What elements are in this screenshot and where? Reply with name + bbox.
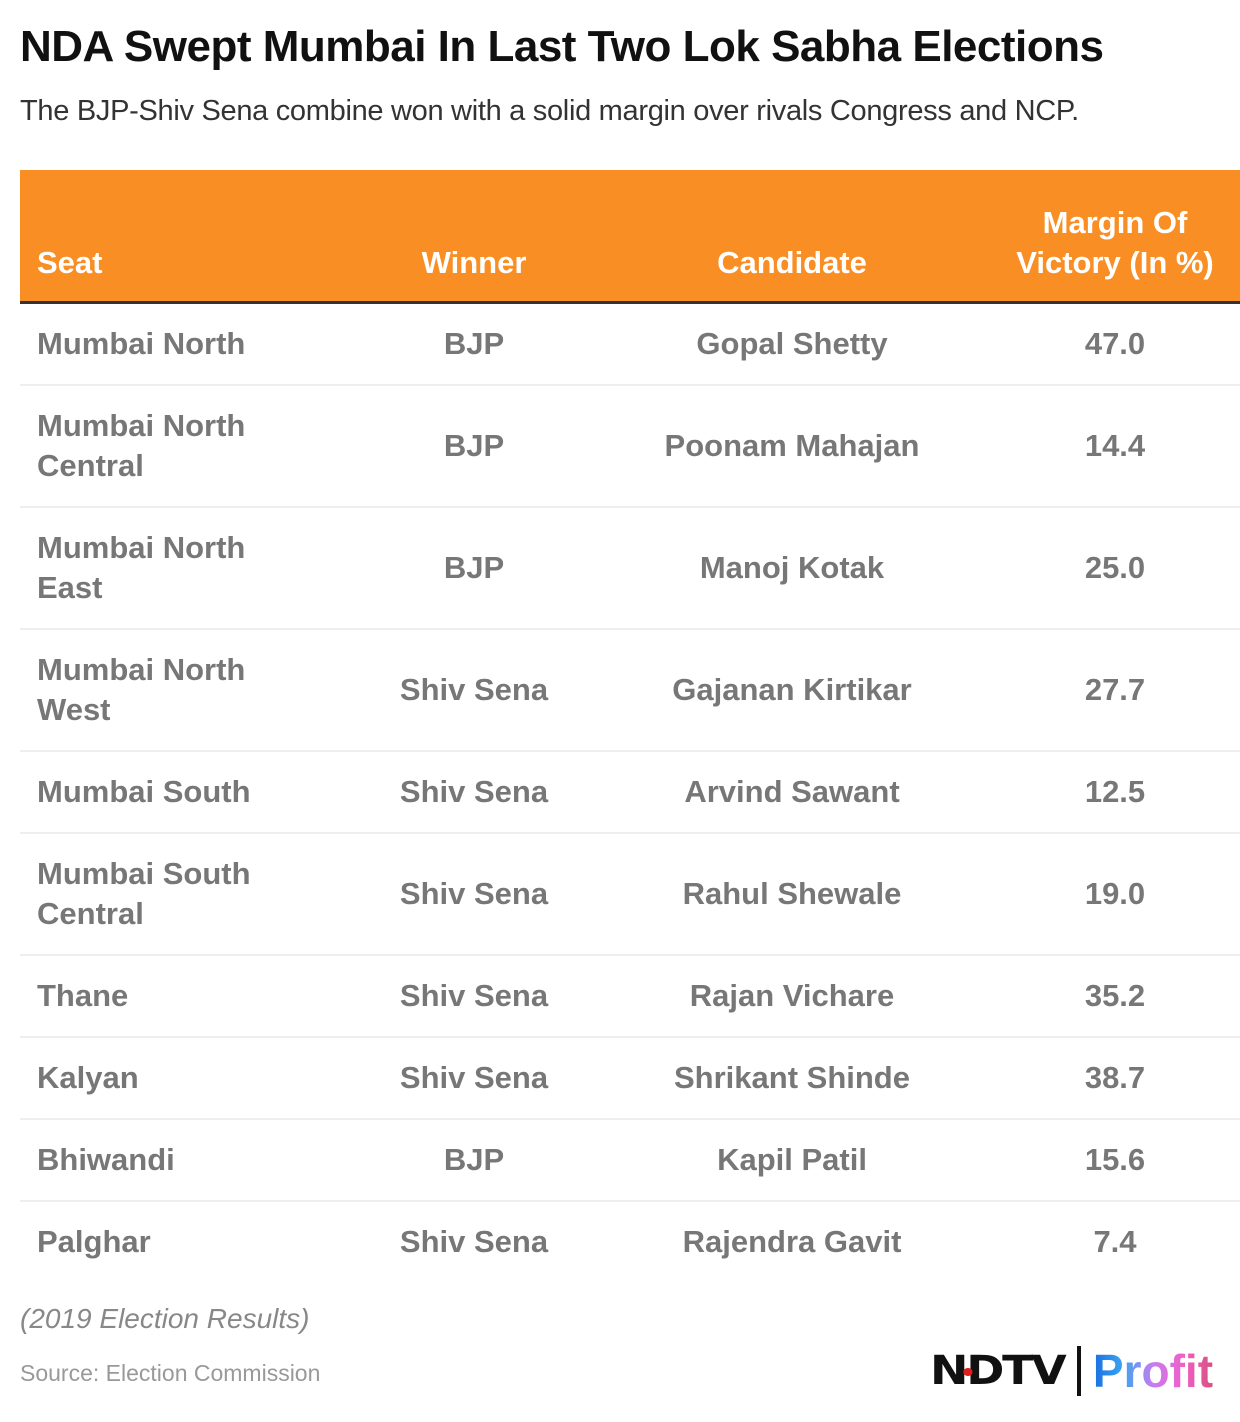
table-row: Mumbai South Central Shiv Sena Rahul Shewa…: [20, 833, 1240, 956]
margin-cell: 35.2: [953, 955, 1240, 1038]
winner-cell: Shiv Sena: [317, 955, 631, 1038]
table-row: Mumbai North BJP Gopal Shetty 47.0: [20, 302, 1240, 386]
seat-cell: Mumbai North East: [20, 507, 317, 630]
column-header-margin: Margin Of Victory (In %): [953, 170, 1240, 304]
winner-cell: Shiv Sena: [317, 751, 631, 834]
table-row: Bhiwandi BJP Kapil Patil 15.6: [20, 1119, 1240, 1202]
candidate-cell: Rahul Shewale: [631, 833, 953, 956]
winner-cell: Shiv Sena: [317, 629, 631, 752]
table-row: Mumbai North Central BJP Poonam Mahajan 14.…: [20, 385, 1240, 508]
ndtv-wordmark: NDTV: [930, 1348, 1067, 1394]
margin-cell: 14.4: [953, 385, 1240, 508]
candidate-cell: Arvind Sawant: [631, 751, 953, 834]
candidate-cell: Gajanan Kirtikar: [631, 629, 953, 752]
winner-cell: BJP: [317, 385, 631, 508]
seat-cell: Bhiwandi: [20, 1119, 317, 1202]
column-header-candidate: Candidate: [631, 170, 953, 304]
winner-cell: BJP: [317, 302, 631, 386]
margin-cell: 25.0: [953, 507, 1240, 630]
table-header-row: Seat Winner Candidate Margin Of Victory …: [20, 170, 1240, 304]
candidate-cell: Rajan Vichare: [631, 955, 953, 1038]
seat-cell: Kalyan: [20, 1037, 317, 1120]
table-row: Mumbai North East BJP Manoj Kotak 25.0: [20, 507, 1240, 630]
winner-cell: BJP: [317, 1119, 631, 1202]
chart-title: NDA Swept Mumbai In Last Two Lok Sabha E…: [20, 22, 1104, 71]
seat-cell: Thane: [20, 955, 317, 1038]
candidate-cell: Kapil Patil: [631, 1119, 953, 1202]
candidate-cell: Shrikant Shinde: [631, 1037, 953, 1120]
winner-cell: Shiv Sena: [399, 1224, 549, 1259]
winner-cell: Shiv Sena: [317, 833, 631, 956]
margin-cell: 27.7: [953, 629, 1240, 752]
logo-divider: [1076, 1346, 1081, 1396]
ndtv-profit-logo: NDTV Profit: [930, 1345, 1214, 1397]
chart-subtitle: The BJP-Shiv Sena combine won with a sol…: [20, 95, 1079, 127]
candidate-cell: Poonam Mahajan: [631, 385, 953, 508]
margin-cell: 47.0: [953, 302, 1240, 386]
column-header-seat: Seat: [20, 170, 317, 304]
footnote: (2019 Election Results): [20, 1303, 310, 1334]
table-row: Mumbai North West Shiv Sena Gajanan Kirtik…: [20, 629, 1240, 752]
table-row: Kalyan Shiv Sena Shrikant Shinde 38.7: [20, 1037, 1240, 1120]
table-row: Palghar Shiv Sena Rajendra Gavit 7.4: [20, 1201, 1240, 1282]
table-row: Mumbai South Shiv Sena Arvind Sawant 12.5: [20, 751, 1240, 834]
seat-cell: Mumbai South: [20, 751, 317, 834]
seat-cell: Mumbai North: [20, 302, 317, 386]
margin-cell: 7.4: [1093, 1224, 1137, 1259]
seat-cell: Mumbai South Central: [20, 833, 317, 956]
candidate-cell: Rajendra Gavit: [682, 1224, 902, 1259]
margin-cell: 15.6: [953, 1119, 1240, 1202]
winner-cell: BJP: [317, 507, 631, 630]
candidate-cell: Manoj Kotak: [631, 507, 953, 630]
seat-cell: Mumbai North West: [20, 629, 317, 752]
results-table: Seat Winner Candidate Margin Of Victory …: [20, 170, 1240, 1282]
seat-cell: Mumbai North Central: [20, 385, 317, 508]
margin-cell: 12.5: [953, 751, 1240, 834]
source-note: Source: Election Commission: [20, 1360, 321, 1386]
winner-cell: Shiv Sena: [317, 1037, 631, 1120]
column-header-winner: Winner: [317, 170, 631, 304]
column-header-margin-label: Margin Of Victory (In %): [1016, 205, 1214, 280]
logo-red-dot: [963, 1368, 973, 1376]
profit-wordmark: Profit: [1092, 1345, 1214, 1397]
margin-cell: 38.7: [953, 1037, 1240, 1120]
seat-cell: Palghar: [37, 1224, 151, 1259]
candidate-cell: Gopal Shetty: [631, 302, 953, 386]
margin-cell: 19.0: [953, 833, 1240, 956]
table-row: Thane Shiv Sena Rajan Vichare 35.2: [20, 955, 1240, 1038]
